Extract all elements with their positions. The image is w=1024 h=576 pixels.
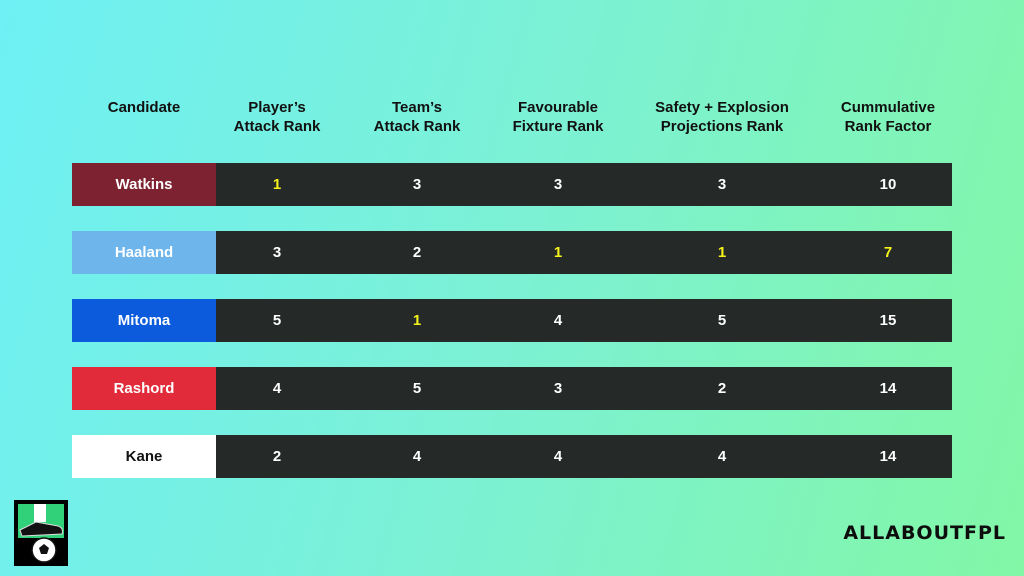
rank-cell: 5	[717, 312, 727, 329]
header-candidate: Candidate	[107, 99, 181, 116]
rank-cell: 14	[879, 380, 897, 397]
table-row: Haaland 3 2 1 1 7	[72, 231, 952, 274]
table-row: Rashord 4 5 3 2 14	[72, 367, 952, 410]
rank-values: 3 2 1 1 7	[216, 231, 952, 274]
rank-cell: 1	[717, 244, 727, 261]
allaboutfpl-logo-icon	[14, 500, 68, 566]
rank-cell: 3	[553, 380, 563, 397]
table-header: Candidate Player’s Attack Rank Team’s At…	[72, 98, 952, 142]
rank-cell: 5	[412, 380, 422, 397]
rank-values: 1 3 3 3 10	[216, 163, 952, 206]
rank-cell: 3	[553, 176, 563, 193]
candidate-name: Watkins	[72, 163, 216, 206]
rank-cell: 14	[879, 448, 897, 465]
header-player-attack-rank: Player’s Attack Rank	[233, 99, 321, 135]
rank-cell: 4	[553, 448, 563, 465]
rank-cell: 5	[272, 312, 282, 329]
rank-cell: 1	[553, 244, 563, 261]
rank-cell: 2	[412, 244, 422, 261]
header-projections-rank: Safety + Explosion Projections Rank	[655, 99, 789, 135]
rank-cell: 10	[879, 176, 897, 193]
rank-cell: 4	[412, 448, 422, 465]
candidate-name: Rashord	[72, 367, 216, 410]
rank-cell: 3	[717, 176, 727, 193]
rank-cell: 3	[412, 176, 422, 193]
header-team-attack-rank: Team’s Attack Rank	[373, 99, 461, 135]
rank-cell: 15	[879, 312, 897, 329]
table-row: Watkins 1 3 3 3 10	[72, 163, 952, 206]
candidate-name: Haaland	[72, 231, 216, 274]
candidate-name: Mitoma	[72, 299, 216, 342]
candidate-name: Kane	[72, 435, 216, 478]
brand-wordmark: ALLABOUTFPL	[843, 522, 1006, 544]
rank-cell: 1	[412, 312, 422, 329]
rank-values: 2 4 4 4 14	[216, 435, 952, 478]
rank-values: 5 1 4 5 15	[216, 299, 952, 342]
header-fixture-rank: Favourable Fixture Rank	[512, 99, 604, 135]
table-row: Mitoma 5 1 4 5 15	[72, 299, 952, 342]
rank-values: 4 5 3 2 14	[216, 367, 952, 410]
rank-cell: 2	[272, 448, 282, 465]
rank-cell: 4	[717, 448, 727, 465]
rank-cell: 4	[272, 380, 282, 397]
rank-cell: 1	[272, 176, 282, 193]
table-row: Kane 2 4 4 4 14	[72, 435, 952, 478]
header-cumulative-rank: Cummulative Rank Factor	[840, 99, 936, 135]
rank-cell: 2	[717, 380, 727, 397]
rank-cell: 4	[553, 312, 563, 329]
rank-cell: 3	[272, 244, 282, 261]
rank-cell: 7	[883, 244, 893, 261]
